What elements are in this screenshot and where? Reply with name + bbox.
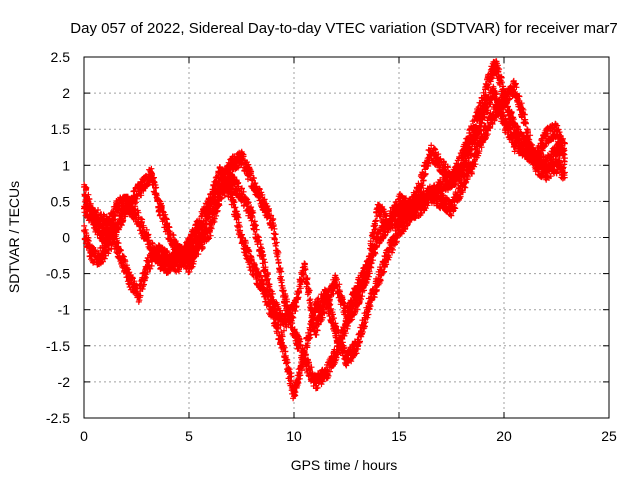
y-tick-label: 2.5: [51, 49, 71, 65]
x-tick-label: 5: [185, 428, 193, 444]
y-axis-label: SDTVAR / TECUs: [6, 181, 22, 293]
y-tick-label: 0: [62, 230, 70, 246]
x-tick-label: 0: [80, 428, 88, 444]
x-tick-label: 10: [286, 428, 302, 444]
axis-ticks: [83, 56, 610, 419]
y-tick-label: 0.5: [51, 193, 71, 209]
y-tick-label: -1: [58, 302, 71, 318]
y-tick-label: -2: [58, 374, 71, 390]
x-tick-label: 25: [601, 428, 617, 444]
axis-tick-labels: 0 5 10 15 20 25 2.5 2 1.5 1 0.5 0 -0.5 -1 -1.5 -2 -2.5: [46, 49, 617, 444]
y-tick-label: -2.5: [46, 410, 70, 426]
y-tick-label: 1: [62, 157, 70, 173]
x-tick-label: 20: [496, 428, 512, 444]
y-tick-label: 1.5: [51, 121, 71, 137]
data-points: [81, 58, 568, 402]
x-tick-label: 15: [391, 428, 407, 444]
y-tick-label: 2: [62, 85, 70, 101]
data-point-markers: [81, 58, 568, 402]
y-tick-label: -1.5: [46, 338, 70, 354]
y-tick-label: -0.5: [46, 266, 70, 282]
chart-title: Day 057 of 2022, Sidereal Day-to-day VTE…: [70, 20, 617, 37]
x-axis-label: GPS time / hours: [291, 457, 398, 473]
